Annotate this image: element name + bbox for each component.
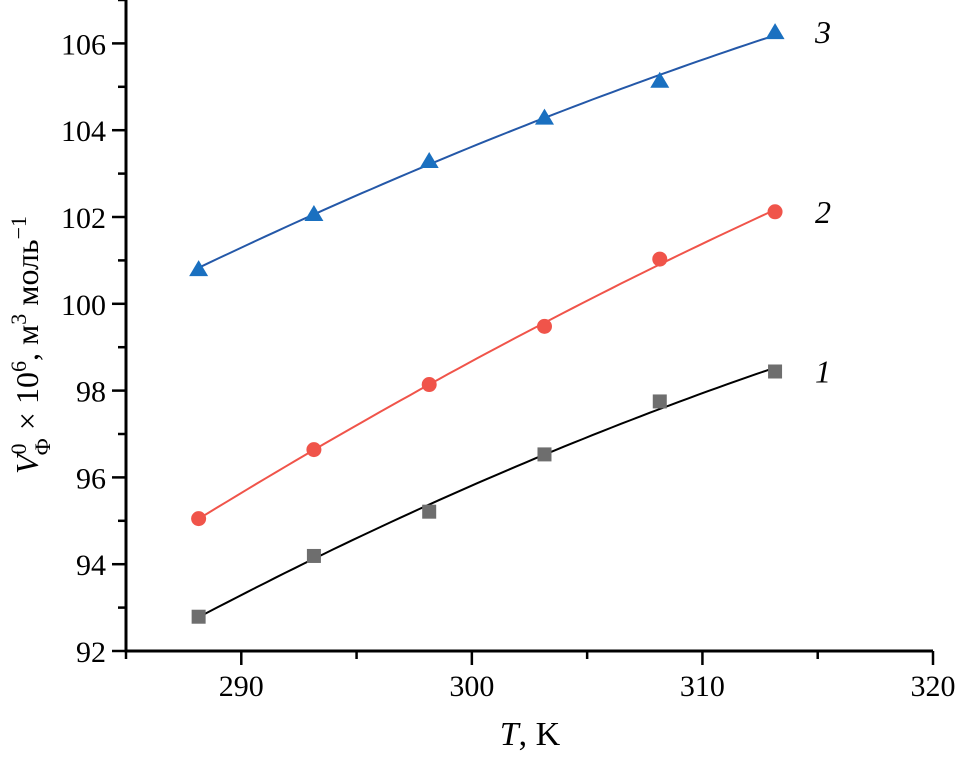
x-tick-label: 300 <box>449 670 494 703</box>
data-point-triangle <box>419 152 439 169</box>
data-point-circle <box>536 318 552 334</box>
data-point-triangle <box>650 71 670 88</box>
y-tick-label: 100 <box>61 289 106 322</box>
data-point-triangle <box>534 108 554 125</box>
y-tick-label: 98 <box>76 376 106 409</box>
data-point-triangle <box>304 204 324 221</box>
y-tick-label: 94 <box>76 549 106 582</box>
series-labels: 1 2 3 <box>814 14 831 389</box>
data-point-circle <box>767 204 783 220</box>
data-point-circle <box>652 251 668 267</box>
y-tick-label: 96 <box>76 462 106 495</box>
x-axis-label: T, K <box>500 716 561 753</box>
series-label: 1 <box>815 354 831 390</box>
x-tick-label: 320 <box>911 670 955 703</box>
series-label: 3 <box>814 14 831 50</box>
y-tick-label: 106 <box>61 28 106 61</box>
x-tick-label: 290 <box>219 670 264 703</box>
data-point-square <box>191 609 206 624</box>
y-tick-label: 104 <box>61 115 106 148</box>
y-tick-label: 92 <box>76 636 106 669</box>
data-point-square <box>537 447 552 462</box>
data-point-square <box>422 504 437 519</box>
data-points <box>189 23 785 624</box>
fit-line-series-2 <box>198 208 776 520</box>
data-point-square <box>768 364 783 379</box>
data-point-circle <box>191 511 207 527</box>
y-tick-label: 102 <box>61 202 106 235</box>
y-axis-label: V0Ф × 106, м3 моль−1 <box>6 216 55 474</box>
data-point-circle <box>421 377 437 393</box>
fit-line-series-1 <box>198 366 776 619</box>
data-point-square <box>652 394 667 409</box>
fit-line-series-3 <box>198 34 776 269</box>
data-point-triangle <box>189 260 209 277</box>
axes: 290 300 310 320 92 94 96 98 100 102 104 106 <box>61 0 955 703</box>
data-point-triangle <box>765 23 785 40</box>
fit-lines <box>198 34 776 619</box>
data-point-square <box>306 548 321 563</box>
x-tick-label: 310 <box>680 670 725 703</box>
data-point-circle <box>306 442 322 458</box>
series-label: 2 <box>815 194 831 230</box>
